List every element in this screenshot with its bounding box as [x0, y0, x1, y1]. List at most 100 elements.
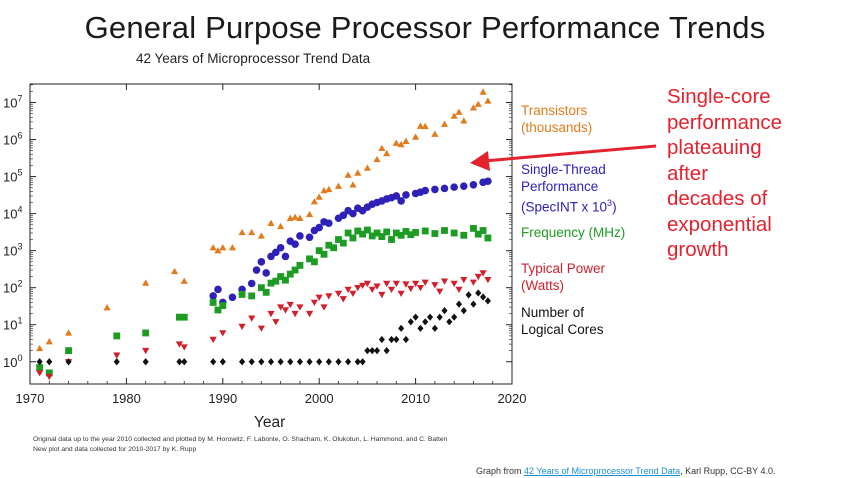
frequency-point: [286, 270, 294, 278]
source-link[interactable]: 42 Years of Microprocessor Trend Data: [524, 466, 681, 476]
transistors-point: [142, 279, 150, 286]
cores-point: [378, 335, 385, 344]
cores-point: [480, 293, 487, 301]
cores-point: [484, 297, 491, 305]
single-thread-point: [257, 258, 266, 266]
callout-line: growth: [667, 238, 729, 261]
single-thread-point: [402, 191, 410, 199]
power-point: [469, 279, 478, 286]
legend-transistors-line2: (thousands): [521, 120, 593, 135]
cores-point: [277, 358, 284, 366]
single-thread-point: [460, 182, 468, 190]
frequency-point: [214, 306, 222, 314]
legend-single-thread-line3: (SpecINT x 103): [521, 195, 617, 216]
transistors-point: [402, 137, 410, 144]
transistors-point: [103, 304, 111, 311]
transistors-point: [416, 122, 425, 129]
x-tick-label: 1980: [112, 391, 141, 406]
frequency-point: [441, 227, 448, 234]
callout-line: plateauing: [667, 136, 762, 159]
axis-ticks: 1970 1980 1990 2000 2010 2020 100 101 102 103 104 1…: [3, 84, 526, 406]
cores-point: [369, 347, 376, 355]
frequency-point: [484, 234, 492, 242]
single-thread-point: [339, 211, 348, 220]
frequency-point: [330, 244, 338, 252]
credit-prefix: Graph from: [476, 466, 525, 476]
power-point: [344, 286, 352, 293]
transistors-point: [36, 344, 44, 352]
frequency-point: [277, 273, 285, 280]
transistors-point: [64, 329, 73, 336]
single-thread-point: [291, 240, 299, 248]
transistors-point: [383, 149, 391, 157]
transistors-point: [431, 130, 439, 137]
cores-point: [455, 300, 463, 308]
cores-point: [335, 358, 342, 366]
frequency-point: [209, 299, 217, 306]
single-thread-point: [247, 279, 256, 288]
frequency-point: [248, 292, 256, 300]
power-point: [479, 270, 487, 277]
frequency-point: [363, 226, 371, 234]
cores-point: [210, 358, 217, 366]
transistors-point: [291, 213, 299, 220]
power-point: [397, 290, 405, 298]
cores-point: [475, 289, 482, 297]
cores-point: [373, 347, 381, 355]
power-point: [436, 288, 444, 295]
y-tick-label: 103: [3, 242, 22, 259]
transistors-point: [344, 171, 352, 178]
callout-line: performance: [667, 110, 783, 134]
transistors-point: [171, 267, 179, 275]
transistors-point: [267, 219, 275, 226]
cores-point: [296, 358, 303, 366]
single-thread-point: [349, 209, 357, 218]
single-thread-point: [272, 248, 280, 257]
transistors-point: [219, 244, 227, 251]
cores-point: [267, 358, 275, 366]
footnote-line-1: Original data up to the year 2010 collec…: [33, 436, 448, 443]
legend-single-thread-close: ): [612, 199, 617, 215]
cores-point: [446, 318, 453, 326]
cores-point: [176, 358, 183, 366]
x-tick-label: 1990: [208, 391, 237, 406]
frequency-point: [407, 231, 415, 239]
cores-point: [113, 358, 120, 366]
legend-single-thread-line2: Performance: [521, 179, 599, 194]
cores-point: [441, 307, 448, 315]
cores-point: [287, 358, 294, 366]
cores-point: [46, 358, 53, 366]
frequency-point: [272, 277, 280, 285]
frequency-point: [65, 347, 72, 355]
legend-single-thread-line1: Single-Thread: [521, 162, 606, 177]
legend-single-thread: Single-Thread Performance (SpecINT x 103…: [521, 161, 617, 216]
frequency-point: [412, 229, 420, 236]
single-thread-point: [296, 232, 304, 240]
cores-point: [398, 324, 405, 332]
single-thread-point: [209, 292, 217, 300]
transistors-point: [421, 122, 429, 130]
power-point: [36, 370, 44, 377]
power-point: [267, 310, 275, 318]
y-tick-label: 102: [3, 279, 22, 296]
transistors-point: [334, 182, 343, 189]
transistors-point: [305, 210, 314, 218]
power-point: [373, 283, 381, 290]
power-point: [412, 280, 420, 288]
power-point: [315, 294, 323, 301]
legend-power-line1: Typical Power: [521, 261, 606, 276]
frequency-point: [267, 279, 275, 287]
power-point: [310, 299, 318, 307]
legend-single-thread-base: (SpecINT x 10: [521, 199, 608, 215]
single-thread-point: [440, 184, 449, 193]
legend-power: Typical Power (Watts): [521, 260, 605, 294]
power-point: [402, 281, 410, 288]
transistors-point: [397, 140, 405, 148]
y-tick-label: 107: [3, 94, 22, 111]
power-point: [113, 352, 121, 359]
single-thread-point: [325, 219, 333, 228]
transistors-point: [277, 222, 285, 230]
power-point: [450, 280, 458, 288]
cores-point: [427, 313, 434, 321]
